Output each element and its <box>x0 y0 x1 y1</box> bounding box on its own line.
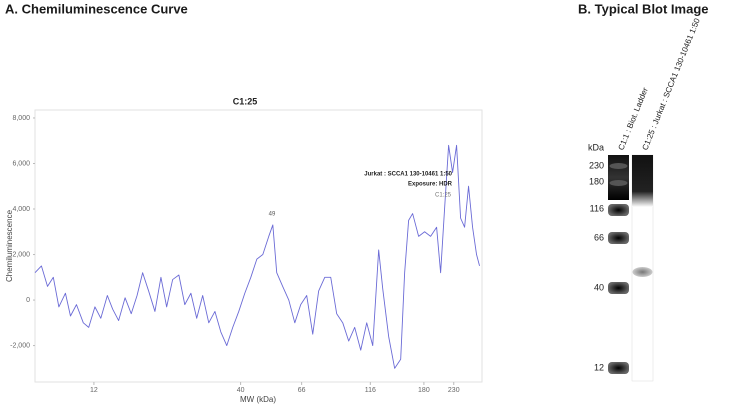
y-tick-label: 0 <box>26 297 30 304</box>
x-tick-label: 116 <box>365 387 376 394</box>
x-axis-label: MW (kDa) <box>240 395 276 404</box>
ladder-band <box>608 204 629 216</box>
lane-label: C1:25 : Jurkat : SCCA1 130-10461 1:50 <box>640 17 702 152</box>
y-axis-label: Chemiluminescence <box>5 209 14 282</box>
y-tick-label: 2,000 <box>12 251 30 258</box>
blot-lanes <box>608 154 654 382</box>
y-tick-label: 8,000 <box>12 115 30 122</box>
mw-label: 116 <box>590 203 604 213</box>
x-tick-label: 180 <box>418 387 430 394</box>
x-tick-label: 40 <box>237 387 245 394</box>
ladder-band <box>609 163 628 169</box>
annotation: Exposure: HDR <box>408 182 453 188</box>
chart-title: C1:25 <box>233 96 258 106</box>
ladder-band <box>608 232 629 244</box>
y-tick-label: -2,000 <box>10 342 30 349</box>
annotation: Jurkat : SCCA1 130-10461 1:50 <box>364 172 452 178</box>
unit-label: kDa <box>588 142 604 152</box>
blot-heading: B. Typical Blot Image <box>578 1 709 16</box>
ladder-band <box>609 180 628 186</box>
annotation: C1:25 <box>435 193 452 199</box>
sample-smear <box>632 155 653 207</box>
y-tick-label: 6,000 <box>12 160 30 167</box>
x-tick-label: 66 <box>298 387 306 394</box>
mw-label: 230 <box>589 160 604 170</box>
ladder-band <box>608 282 629 294</box>
annotation: 49 <box>269 212 276 218</box>
y-tick-label: 4,000 <box>12 206 30 213</box>
ladder-band <box>608 362 629 374</box>
plot-frame <box>34 109 483 383</box>
sample-band <box>632 267 653 277</box>
ladder-band <box>608 155 629 200</box>
data-line <box>34 144 480 369</box>
mw-label: 180 <box>589 176 604 186</box>
x-tick-label: 230 <box>448 387 460 394</box>
mw-label: 66 <box>594 232 604 242</box>
mw-label: 12 <box>594 362 604 372</box>
mw-label: 40 <box>594 282 604 292</box>
panel-heading: A. Chemiluminescence Curve <box>5 1 188 16</box>
x-tick-label: 12 <box>90 387 98 394</box>
